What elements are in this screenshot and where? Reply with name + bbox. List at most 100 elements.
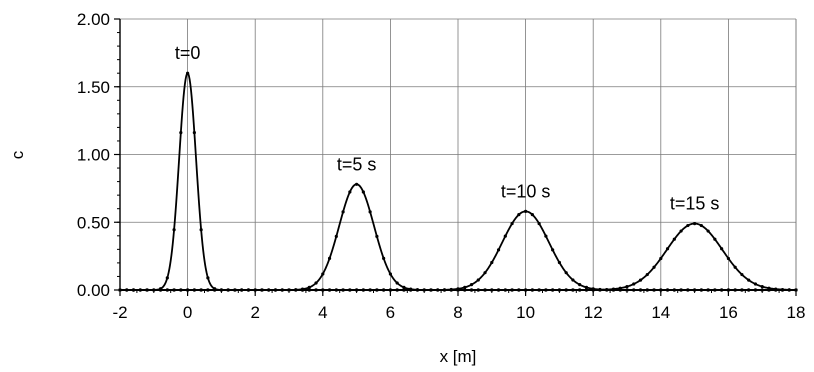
curve-label: t=10 s [501, 181, 551, 201]
series-point [665, 288, 670, 292]
series-point [165, 276, 169, 280]
series-group [118, 71, 798, 292]
x-tick-label: -2 [112, 303, 127, 322]
series-point [172, 228, 176, 232]
series-point [753, 288, 758, 292]
series-point [591, 288, 595, 292]
series-point [158, 288, 163, 292]
series-point [537, 221, 541, 226]
y-tick-label: 0.50 [77, 213, 110, 232]
series-point [287, 288, 291, 292]
series-point [780, 287, 785, 292]
series-point [307, 285, 311, 289]
series-point [375, 288, 379, 292]
series-point [753, 282, 758, 286]
series-point [152, 288, 156, 292]
series-point [672, 237, 676, 241]
series-point [760, 285, 764, 289]
series-point [557, 288, 562, 292]
series-point [348, 190, 352, 194]
series-point [267, 288, 271, 292]
series-point [327, 256, 332, 260]
x-tick-label: 18 [787, 303, 806, 322]
series-point [605, 287, 609, 292]
x-tick-label: 8 [453, 303, 462, 322]
series-point [794, 288, 798, 292]
series-point [665, 247, 670, 251]
series-point [388, 272, 392, 276]
series-point [706, 288, 710, 292]
series-point [388, 288, 392, 292]
series-point [693, 222, 697, 226]
series-point [233, 288, 237, 292]
series-point [294, 288, 298, 292]
curve-labels: t=0 t=5 s t=10 s t=15 s [175, 43, 720, 213]
series-point [300, 288, 305, 292]
series-point [564, 271, 568, 275]
series-point [463, 285, 467, 289]
y-tick-label: 1.00 [77, 146, 110, 165]
series-point [314, 288, 318, 292]
series-point [713, 288, 717, 292]
x-axis-title: x [m] [440, 347, 477, 366]
series-point [530, 288, 534, 292]
series-point [361, 288, 365, 292]
series-point [246, 288, 251, 292]
series-point [611, 287, 616, 291]
series-point [186, 71, 190, 75]
series-point [226, 288, 230, 292]
series-point [530, 213, 534, 217]
series-point [503, 288, 507, 292]
series-point [483, 271, 487, 275]
series-point [733, 265, 737, 269]
x-tick-label: 6 [386, 303, 395, 322]
series-point [524, 209, 528, 214]
series-point [172, 288, 176, 292]
series-point [442, 288, 447, 292]
series-point [355, 288, 359, 292]
series-point [348, 288, 352, 292]
series-point [395, 281, 399, 285]
series-point [402, 285, 406, 289]
series-point [693, 288, 697, 292]
series-point [672, 288, 676, 292]
series-point [179, 288, 183, 292]
series-point [280, 288, 284, 292]
series-point [699, 223, 703, 228]
series-point [618, 286, 622, 290]
series-point [787, 288, 791, 292]
series-point [382, 288, 386, 292]
series-point [273, 288, 278, 292]
series-point [638, 278, 643, 282]
series-point [145, 288, 149, 292]
series-point [192, 130, 196, 135]
x-tick-label: 16 [719, 303, 738, 322]
series-point [584, 288, 589, 292]
series-point [496, 288, 501, 292]
series-point [422, 288, 426, 292]
y-tick-label: 2.00 [77, 10, 110, 29]
series-point [321, 272, 325, 276]
series-point [192, 288, 196, 292]
series-point [544, 234, 548, 238]
curve-label: t=0 [175, 43, 201, 63]
x-tick-label: 10 [516, 303, 535, 322]
series-point [469, 288, 474, 292]
y-tick-label: 0.00 [77, 281, 110, 300]
series-point [382, 256, 386, 260]
series-point [679, 288, 683, 292]
series-point [571, 278, 575, 282]
series-point [186, 288, 190, 292]
series-point [551, 248, 555, 252]
x-tick-label: 0 [183, 303, 192, 322]
series-point [645, 288, 649, 292]
series-point [260, 288, 264, 292]
series-point [726, 288, 731, 292]
series-point [503, 234, 507, 238]
series-point [632, 288, 636, 292]
series-point [740, 272, 744, 277]
series-point [557, 260, 562, 265]
series-point [125, 288, 129, 292]
x-tick-label: 12 [584, 303, 603, 322]
